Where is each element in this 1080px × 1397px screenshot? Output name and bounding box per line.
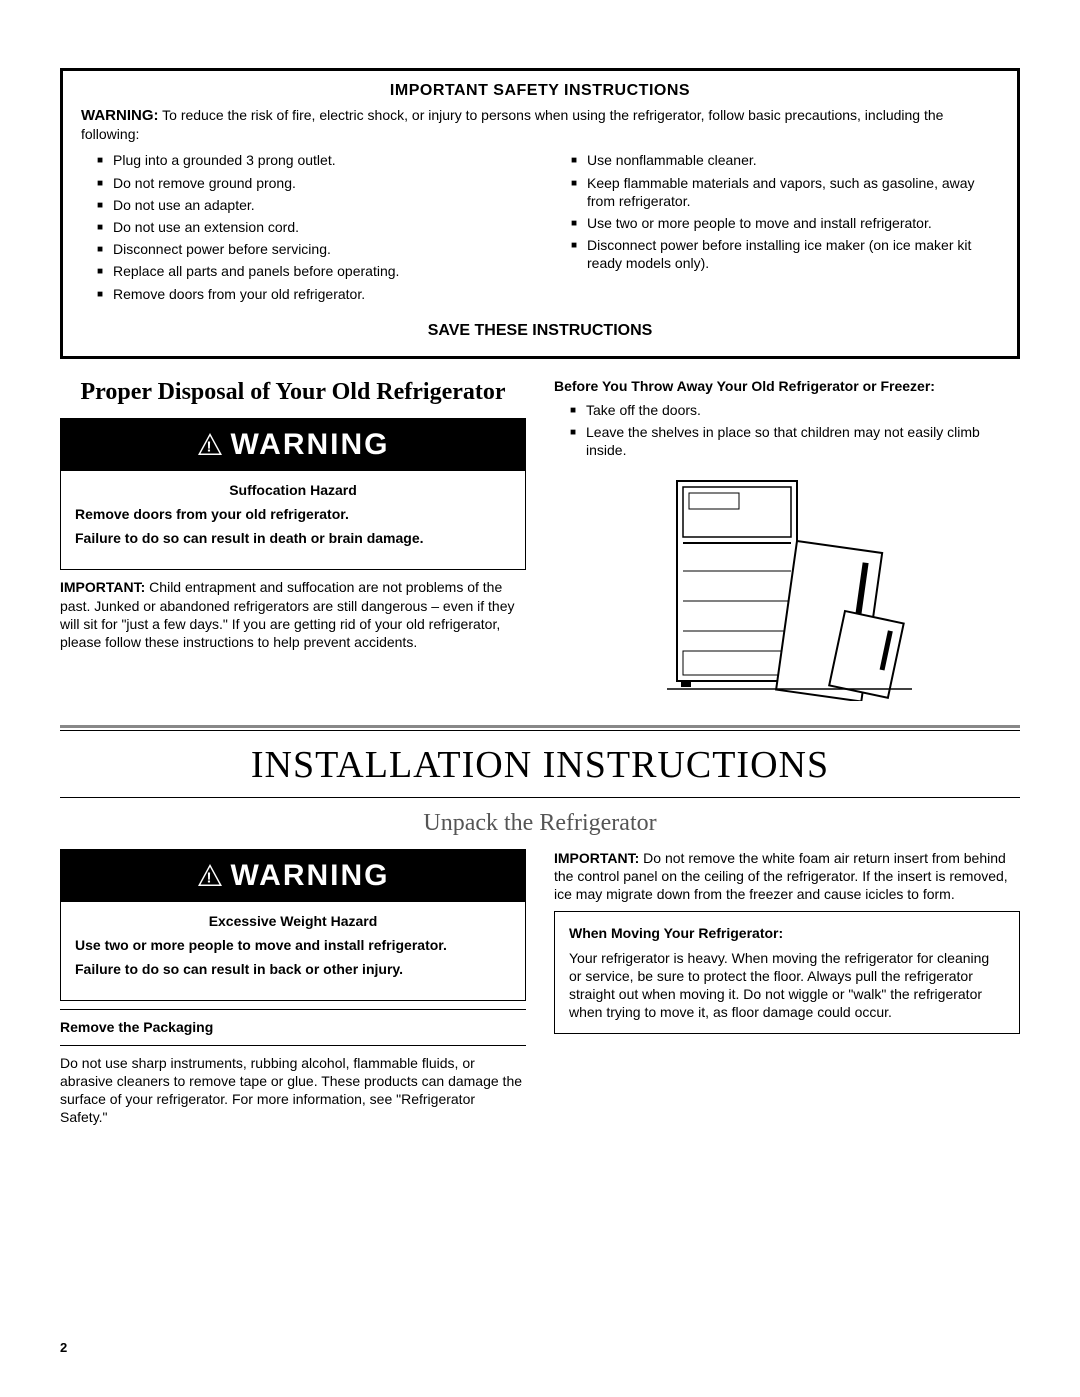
- safety-title: IMPORTANT SAFETY INSTRUCTIONS: [81, 81, 999, 102]
- section-rule: [60, 725, 1020, 728]
- list-item: Do not remove ground prong.: [97, 174, 525, 192]
- svg-text:!: !: [206, 870, 213, 887]
- hazard-title: Excessive Weight Hazard: [75, 912, 511, 930]
- list-item: Use nonflammable cleaner.: [571, 151, 999, 169]
- hazard-box: Suffocation Hazard Remove doors from you…: [61, 471, 525, 570]
- hazard-box: Excessive Weight Hazard Use two or more …: [61, 902, 525, 1001]
- safety-right-list: Use nonflammable cleaner. Keep flammable…: [555, 151, 999, 272]
- warning-triangle-icon: !: [197, 863, 223, 887]
- moving-text: Your refrigerator is heavy. When moving …: [569, 949, 1005, 1022]
- list-item: Replace all parts and panels before oper…: [97, 262, 525, 280]
- weight-warning-block: ! WARNING Excessive Weight Hazard Use tw…: [60, 849, 526, 1002]
- disposal-important-paragraph: IMPORTANT: Child entrapment and suffocat…: [60, 578, 526, 651]
- safety-instructions-box: IMPORTANT SAFETY INSTRUCTIONS WARNING: T…: [60, 68, 1020, 359]
- list-item: Plug into a grounded 3 prong outlet.: [97, 151, 525, 169]
- safety-warning-intro: WARNING: To reduce the risk of fire, ele…: [81, 106, 999, 144]
- unpack-important-paragraph: IMPORTANT: Do not remove the white foam …: [554, 849, 1020, 904]
- before-throw-title: Before You Throw Away Your Old Refrigera…: [554, 377, 1020, 395]
- list-item: Disconnect power before servicing.: [97, 240, 525, 258]
- before-throw-list: Take off the doors. Leave the shelves in…: [554, 401, 1020, 460]
- moving-title: When Moving Your Refrigerator:: [569, 924, 1005, 942]
- important-label: IMPORTANT:: [60, 579, 145, 595]
- section-rule: [60, 730, 1020, 731]
- save-instructions-title: SAVE THESE INSTRUCTIONS: [81, 321, 999, 342]
- warning-banner: ! WARNING: [61, 419, 525, 471]
- safety-columns: Plug into a grounded 3 prong outlet. Do …: [81, 151, 999, 306]
- hazard-line: Failure to do so can result in back or o…: [75, 960, 511, 978]
- remove-packaging-title: Remove the Packaging: [60, 1018, 526, 1036]
- suffocation-warning-block: ! WARNING Suffocation Hazard Remove door…: [60, 418, 526, 571]
- divider: [60, 1045, 526, 1046]
- hazard-line: Remove doors from your old refrigerator.: [75, 505, 511, 523]
- warning-banner-text: WARNING: [231, 425, 390, 464]
- page-number: 2: [60, 1340, 67, 1357]
- remove-packaging-text: Do not use sharp instruments, rubbing al…: [60, 1054, 526, 1127]
- warning-banner: ! WARNING: [61, 850, 525, 902]
- list-item: Do not use an extension cord.: [97, 218, 525, 236]
- safety-left-col: Plug into a grounded 3 prong outlet. Do …: [81, 151, 525, 306]
- hazard-line: Failure to do so can result in death or …: [75, 529, 511, 547]
- list-item: Remove doors from your old refrigerator.: [97, 285, 525, 303]
- list-item: Leave the shelves in place so that child…: [570, 423, 1020, 459]
- list-item: Disconnect power before installing ice m…: [571, 236, 999, 272]
- unpack-right-col: IMPORTANT: Do not remove the white foam …: [554, 849, 1020, 1135]
- warning-text: To reduce the risk of fire, electric sho…: [81, 107, 943, 143]
- divider: [60, 1009, 526, 1010]
- disposal-left-col: Proper Disposal of Your Old Refrigerator…: [60, 377, 526, 702]
- warning-label: WARNING:: [81, 107, 159, 124]
- list-item: Do not use an adapter.: [97, 196, 525, 214]
- list-item: Take off the doors.: [570, 401, 1020, 419]
- refrigerator-illustration: [657, 471, 917, 701]
- important-label: IMPORTANT:: [554, 850, 639, 866]
- list-item: Keep flammable materials and vapors, suc…: [571, 174, 999, 210]
- safety-left-list: Plug into a grounded 3 prong outlet. Do …: [81, 151, 525, 302]
- unpack-left-col: ! WARNING Excessive Weight Hazard Use tw…: [60, 849, 526, 1135]
- disposal-title: Proper Disposal of Your Old Refrigerator: [60, 377, 526, 408]
- unpack-subheading: Unpack the Refrigerator: [60, 808, 1020, 839]
- list-item: Use two or more people to move and insta…: [571, 214, 999, 232]
- disposal-section: Proper Disposal of Your Old Refrigerator…: [60, 377, 1020, 702]
- disposal-right-col: Before You Throw Away Your Old Refrigera…: [554, 377, 1020, 702]
- hazard-line: Use two or more people to move and insta…: [75, 936, 511, 954]
- section-rule: [60, 797, 1020, 798]
- svg-text:!: !: [206, 439, 213, 456]
- warning-triangle-icon: !: [197, 432, 223, 456]
- moving-refrigerator-box: When Moving Your Refrigerator: Your refr…: [554, 911, 1020, 1034]
- hazard-title: Suffocation Hazard: [75, 481, 511, 499]
- installation-heading: INSTALLATION INSTRUCTIONS: [60, 741, 1020, 790]
- unpack-section: ! WARNING Excessive Weight Hazard Use tw…: [60, 849, 1020, 1135]
- warning-banner-text: WARNING: [231, 856, 390, 895]
- safety-right-col: Use nonflammable cleaner. Keep flammable…: [555, 151, 999, 306]
